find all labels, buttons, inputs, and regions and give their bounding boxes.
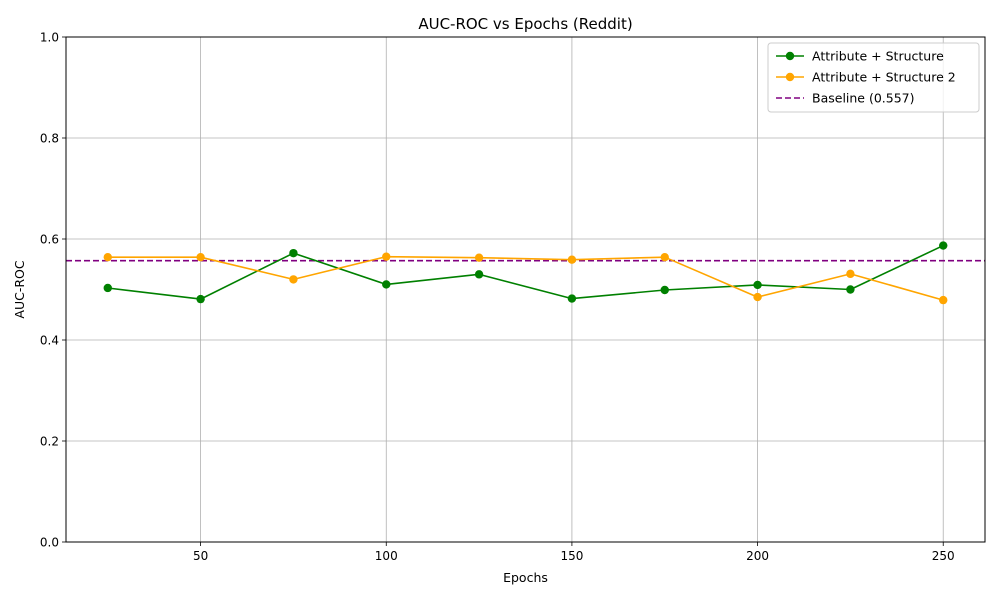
y-tick-label: 0.4 xyxy=(40,334,59,348)
y-tick-label: 0.0 xyxy=(40,536,59,550)
y-tick-label: 0.8 xyxy=(40,132,59,146)
series-1-point xyxy=(196,294,205,304)
series-2-point xyxy=(846,269,855,279)
x-tick-label: 50 xyxy=(193,549,208,563)
series-2-line xyxy=(107,255,944,301)
y-tick-label: 0.6 xyxy=(40,233,59,247)
series-1-line xyxy=(107,244,944,300)
x-tick-label: 200 xyxy=(746,549,769,563)
series-2-point xyxy=(289,275,298,284)
series-2-point xyxy=(753,292,762,302)
chart-title: AUC-ROC vs Epochs (Reddit) xyxy=(418,15,632,33)
y-tick-label: 1.0 xyxy=(40,31,59,45)
x-axis-title: Epochs xyxy=(503,570,548,585)
legend-box xyxy=(767,42,980,113)
series-2-point xyxy=(196,252,205,262)
plot-area-frame xyxy=(65,36,986,543)
axis-ticks: 50 100 150 200 250 0.0 0.2 0.4 0.6 0.8 1.0 xyxy=(40,31,955,564)
legend-label: Attribute + Structure 2 xyxy=(812,70,956,85)
series-2-point xyxy=(103,252,112,262)
series-layer xyxy=(103,241,948,305)
x-tick-label: 100 xyxy=(375,549,398,563)
series-1-point xyxy=(103,283,112,293)
legend: Attribute + Structure Attribute + Structu… xyxy=(767,42,980,113)
y-tick-label: 0.2 xyxy=(40,435,59,449)
series-1-point xyxy=(382,280,391,289)
legend-swatch-marker xyxy=(785,51,795,61)
series-2-point xyxy=(474,253,484,262)
x-tick-label: 150 xyxy=(560,549,583,563)
y-axis-title: AUC-ROC xyxy=(12,260,27,318)
series-2-point xyxy=(382,252,391,261)
legend-label: Baseline (0.557) xyxy=(812,91,915,106)
series-1-point xyxy=(567,294,577,303)
series-2-point xyxy=(660,252,669,262)
legend-label: Attribute + Structure xyxy=(812,49,944,64)
series-1-point xyxy=(474,270,484,279)
series-2-point xyxy=(567,255,577,264)
series-1-point xyxy=(939,241,948,250)
legend-swatch-marker xyxy=(785,72,795,82)
series-1-point xyxy=(753,280,762,290)
x-tick-label: 250 xyxy=(932,549,955,563)
series-1-point xyxy=(660,285,669,295)
series-1-point xyxy=(289,248,298,258)
series-2 xyxy=(103,252,948,305)
series-2-point xyxy=(939,295,948,305)
series-1 xyxy=(103,241,948,304)
series-1-point xyxy=(846,285,855,294)
